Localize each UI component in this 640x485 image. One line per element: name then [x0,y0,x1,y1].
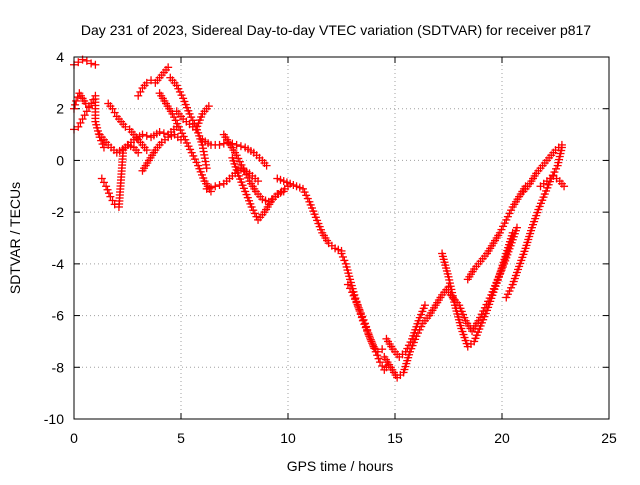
data-point-interp [159,129,168,138]
data-point-interp [370,344,379,353]
data-point [138,130,147,139]
data-point-interp [76,118,85,127]
y-tick-label: -6 [52,308,65,324]
data-point [202,184,211,193]
data-point [352,298,361,307]
data-point [142,78,151,87]
data-point-interp [353,302,362,311]
data-point-interp [378,361,387,370]
data-point [279,187,288,196]
data-point [102,182,111,191]
data-point [373,347,382,356]
data-point-interp [236,142,245,151]
data-point-interp [215,180,224,189]
data-point [82,107,91,116]
data-point-interp [206,183,215,192]
data-point [82,56,91,65]
data-point-interp [355,305,364,314]
x-tick-label: 0 [70,430,78,446]
x-tick-label: 15 [387,430,403,446]
data-point [134,148,143,157]
data-point [365,332,374,341]
data-point-interp [368,339,377,348]
data-point [134,91,143,100]
chart-title: Day 231 of 2023, Sidereal Day-to-day VTE… [81,22,591,38]
data-point [204,102,213,111]
data-point [557,140,566,149]
data-point-interp [103,185,112,194]
data-point [155,127,164,136]
y-tick-labels: -10 -8 -6 -4 -2 0 2 4 [44,49,64,427]
y-tick-label: 2 [56,101,64,117]
data-point-interp [373,351,382,360]
data-point [87,59,96,68]
x-tick-label: 20 [494,430,510,446]
x-axis-label: GPS time / hours [287,458,394,474]
data-point [254,177,263,186]
data-point [72,96,81,105]
data-point [99,143,108,152]
data-point-interp [98,140,107,149]
y-tick-label: -8 [52,359,65,375]
data-point-interp [358,312,367,321]
x-tick-labels: 0 5 10 15 20 25 [70,430,617,446]
data-point [262,161,271,170]
y-tick-label: -2 [52,204,65,220]
data-point [74,58,83,67]
data-point [202,164,211,173]
y-tick-label: 0 [56,152,64,168]
data-point [84,102,93,111]
data-points [70,55,569,382]
data-point [560,182,569,191]
y-tick-label: -10 [44,411,64,427]
y-tick-label: 4 [56,49,64,65]
data-point [142,146,151,155]
data-point-interp [110,108,119,117]
y-tick-label: -4 [52,256,65,272]
data-point [78,115,87,124]
data-point [356,308,365,317]
data-point [348,288,357,297]
data-point-interp [368,340,377,349]
data-point-interp [366,335,375,344]
data-point-interp [80,111,89,120]
data-point [91,60,100,69]
data-point-interp [104,189,113,198]
data-point-interp [142,131,151,140]
data-point-interp [338,252,347,261]
data-point-interp [349,291,358,300]
data-point-interp [340,256,349,265]
y-axis-label: SDTVAR / TECUs [7,182,23,294]
data-point [164,63,173,72]
data-point [420,301,429,310]
data-point [121,122,130,131]
data-point-interp [351,295,360,304]
data-point-interp [374,354,383,363]
data-point [512,223,521,232]
data-point [211,182,220,191]
data-point [215,140,224,149]
data-point-interp [359,315,368,324]
data-point-interp [71,100,80,109]
x-tick-label: 10 [280,430,296,446]
data-point [378,345,387,354]
data-point [97,174,106,183]
data-point-interp [366,333,375,342]
data-point [367,337,376,346]
data-point-interp [108,196,117,205]
data-point-interp [99,178,108,187]
x-tick-label: 5 [177,430,185,446]
x-tick-label: 25 [601,430,617,446]
data-point-interp [136,87,145,96]
data-point [337,249,346,258]
plot-frame [73,56,610,420]
